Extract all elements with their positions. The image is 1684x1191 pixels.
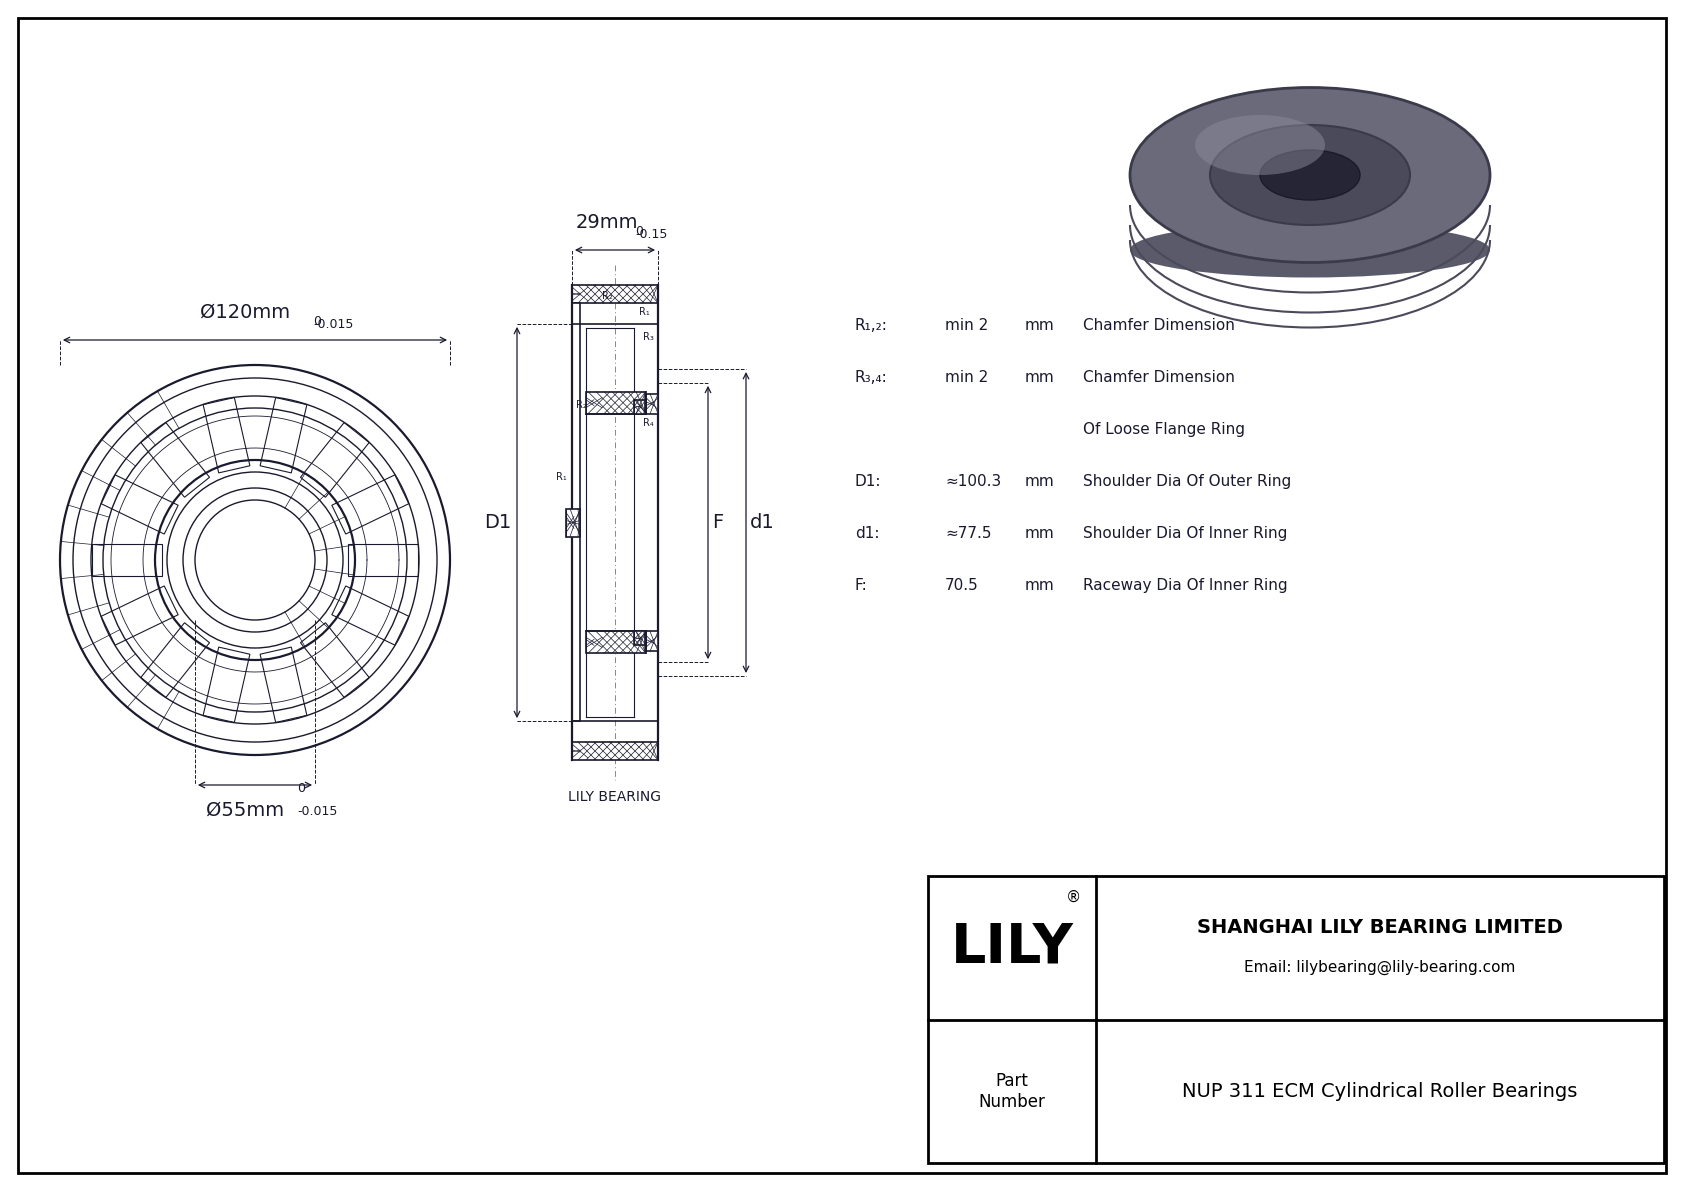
Text: mm: mm <box>1026 474 1054 490</box>
Ellipse shape <box>1211 125 1410 225</box>
Text: Shoulder Dia Of Inner Ring: Shoulder Dia Of Inner Ring <box>1083 526 1287 541</box>
Text: F: F <box>712 513 722 532</box>
Text: 0: 0 <box>296 782 305 796</box>
Text: NUP 311 ECM Cylindrical Roller Bearings: NUP 311 ECM Cylindrical Roller Bearings <box>1182 1081 1578 1100</box>
Bar <box>633 400 647 413</box>
Text: D1:: D1: <box>855 474 881 490</box>
Text: 0: 0 <box>635 225 643 238</box>
Text: 29mm: 29mm <box>576 213 638 232</box>
Bar <box>573 742 658 760</box>
Text: Email: lilybearing@lily-bearing.com: Email: lilybearing@lily-bearing.com <box>1244 960 1516 975</box>
Text: Of Loose Flange Ring: Of Loose Flange Ring <box>1083 422 1244 437</box>
Text: 70.5: 70.5 <box>945 578 978 593</box>
Text: d1: d1 <box>749 513 775 532</box>
Text: LILY BEARING: LILY BEARING <box>569 790 662 804</box>
Text: min 2: min 2 <box>945 318 989 333</box>
Text: F:: F: <box>855 578 867 593</box>
Ellipse shape <box>1196 116 1325 175</box>
Bar <box>573 285 658 303</box>
Text: d1:: d1: <box>855 526 879 541</box>
Bar <box>586 631 647 654</box>
Text: Chamfer Dimension: Chamfer Dimension <box>1083 318 1234 333</box>
Text: mm: mm <box>1026 578 1054 593</box>
Text: Ø120mm: Ø120mm <box>200 303 290 322</box>
Ellipse shape <box>1130 223 1490 278</box>
Text: mm: mm <box>1026 370 1054 385</box>
Bar <box>633 631 647 646</box>
Text: min 2: min 2 <box>945 370 989 385</box>
Text: LILY: LILY <box>950 921 1073 974</box>
Text: Shoulder Dia Of Outer Ring: Shoulder Dia Of Outer Ring <box>1083 474 1292 490</box>
Text: R₁,₂:: R₁,₂: <box>855 318 887 333</box>
Text: R₃: R₃ <box>643 332 653 342</box>
Bar <box>566 509 579 536</box>
Text: -0.015: -0.015 <box>313 318 354 331</box>
Bar <box>573 303 579 721</box>
Text: mm: mm <box>1026 526 1054 541</box>
Text: Ø55mm: Ø55mm <box>205 802 285 819</box>
Text: 0: 0 <box>313 314 322 328</box>
Text: -0.015: -0.015 <box>296 805 337 818</box>
Text: Part
Number: Part Number <box>978 1072 1046 1111</box>
Bar <box>928 877 1664 1162</box>
Text: ≈77.5: ≈77.5 <box>945 526 992 541</box>
Text: R₃,₄:: R₃,₄: <box>855 370 887 385</box>
Text: -0.15: -0.15 <box>635 227 667 241</box>
Ellipse shape <box>1260 150 1361 200</box>
Text: ®: ® <box>1066 890 1081 905</box>
Bar <box>586 392 647 413</box>
Bar <box>647 394 658 413</box>
Text: R₁: R₁ <box>556 473 568 482</box>
Bar <box>647 631 658 651</box>
Text: D1: D1 <box>483 513 510 532</box>
Text: SHANGHAI LILY BEARING LIMITED: SHANGHAI LILY BEARING LIMITED <box>1197 918 1563 937</box>
Text: R₂: R₂ <box>576 400 586 410</box>
Text: R₄: R₄ <box>643 418 653 428</box>
Ellipse shape <box>1130 87 1490 262</box>
Text: Chamfer Dimension: Chamfer Dimension <box>1083 370 1234 385</box>
Text: mm: mm <box>1026 318 1054 333</box>
Text: Raceway Dia Of Inner Ring: Raceway Dia Of Inner Ring <box>1083 578 1288 593</box>
Text: R₂: R₂ <box>601 291 613 301</box>
Text: R₁: R₁ <box>640 307 650 317</box>
Text: ≈100.3: ≈100.3 <box>945 474 1002 490</box>
